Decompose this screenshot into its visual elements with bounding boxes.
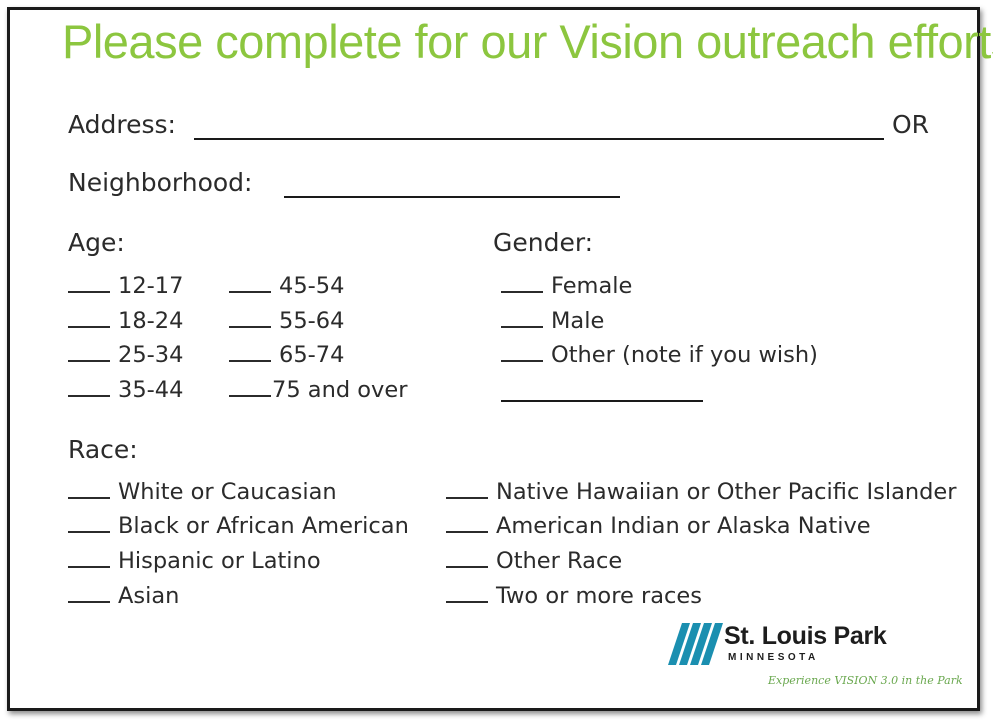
age-option-label: 75 and over	[272, 377, 408, 403]
race-option-label: Black or African American	[118, 513, 409, 539]
age-check-blank[interactable]	[229, 342, 271, 362]
race-option-label: American Indian or Alaska Native	[496, 513, 871, 539]
race-check-blank[interactable]	[68, 583, 110, 603]
logo-name: St. Louis Park	[724, 622, 887, 650]
age-option-35-44[interactable]: 35-44	[68, 376, 183, 404]
st-louis-park-logo: St. Louis Park MINNESOTA Experience VISI…	[668, 618, 963, 696]
race-option-other[interactable]: Other Race	[446, 547, 622, 575]
race-option-white[interactable]: White or Caucasian	[68, 478, 337, 506]
age-check-blank[interactable]	[229, 308, 271, 328]
age-check-blank[interactable]	[68, 377, 110, 397]
age-check-blank[interactable]	[229, 377, 271, 397]
race-option-hispanic[interactable]: Hispanic or Latino	[68, 547, 321, 575]
address-label: Address:	[68, 110, 176, 139]
race-option-black[interactable]: Black or African American	[68, 512, 409, 540]
age-check-blank[interactable]	[68, 308, 110, 328]
age-option-75-over[interactable]: 75 and over	[229, 376, 407, 404]
race-option-asian[interactable]: Asian	[68, 582, 179, 610]
gender-option-label: Female	[551, 273, 633, 299]
logo-stripes-icon	[668, 623, 723, 665]
age-option-12-17[interactable]: 12-17	[68, 272, 183, 300]
age-option-label: 45-54	[279, 273, 345, 299]
age-check-blank[interactable]	[68, 273, 110, 293]
race-option-two-or-more[interactable]: Two or more races	[446, 582, 702, 610]
logo-state: MINNESOTA	[728, 652, 819, 663]
age-option-65-74[interactable]: 65-74	[229, 341, 344, 369]
gender-option-other[interactable]: Other (note if you wish)	[501, 341, 818, 369]
race-option-label: Two or more races	[496, 583, 702, 609]
neighborhood-label: Neighborhood:	[68, 168, 253, 197]
gender-option-label: Male	[551, 308, 605, 334]
race-check-blank[interactable]	[446, 513, 488, 533]
age-option-45-54[interactable]: 45-54	[229, 272, 344, 300]
age-option-25-34[interactable]: 25-34	[68, 341, 183, 369]
gender-label: Gender:	[493, 228, 594, 257]
age-option-label: 65-74	[279, 342, 345, 368]
logo-tagline: Experience VISION 3.0 in the Park	[768, 674, 963, 687]
age-option-label: 35-44	[118, 377, 184, 403]
neighborhood-field[interactable]	[284, 196, 620, 198]
age-check-blank[interactable]	[229, 273, 271, 293]
age-option-label: 12-17	[118, 273, 184, 299]
race-check-blank[interactable]	[446, 479, 488, 499]
gender-check-blank[interactable]	[501, 308, 543, 328]
survey-card	[7, 7, 980, 711]
gender-option-female[interactable]: Female	[501, 272, 632, 300]
age-option-55-64[interactable]: 55-64	[229, 307, 344, 335]
form-title: Please complete for our Vision outreach …	[62, 15, 993, 68]
gender-option-male[interactable]: Male	[501, 307, 604, 335]
age-check-blank[interactable]	[68, 342, 110, 362]
race-option-label: Native Hawaiian or Other Pacific Islande…	[496, 479, 957, 505]
race-option-pacific-islander[interactable]: Native Hawaiian or Other Pacific Islande…	[446, 478, 957, 506]
gender-other-note-field[interactable]	[501, 400, 703, 402]
address-field[interactable]	[194, 138, 884, 140]
age-option-label: 55-64	[279, 308, 345, 334]
race-check-blank[interactable]	[68, 513, 110, 533]
race-check-blank[interactable]	[446, 548, 488, 568]
or-label: OR	[892, 110, 930, 139]
race-check-blank[interactable]	[68, 548, 110, 568]
gender-check-blank[interactable]	[501, 273, 543, 293]
gender-option-label: Other (note if you wish)	[551, 342, 818, 368]
age-label: Age:	[68, 228, 125, 257]
race-option-american-indian[interactable]: American Indian or Alaska Native	[446, 512, 871, 540]
race-option-label: Hispanic or Latino	[118, 548, 321, 574]
age-option-label: 25-34	[118, 342, 184, 368]
gender-check-blank[interactable]	[501, 342, 543, 362]
race-check-blank[interactable]	[68, 479, 110, 499]
race-option-label: Other Race	[496, 548, 623, 574]
age-option-18-24[interactable]: 18-24	[68, 307, 183, 335]
race-label: Race:	[68, 435, 138, 464]
age-option-label: 18-24	[118, 308, 184, 334]
race-option-label: White or Caucasian	[118, 479, 337, 505]
race-check-blank[interactable]	[446, 583, 488, 603]
race-option-label: Asian	[118, 583, 180, 609]
